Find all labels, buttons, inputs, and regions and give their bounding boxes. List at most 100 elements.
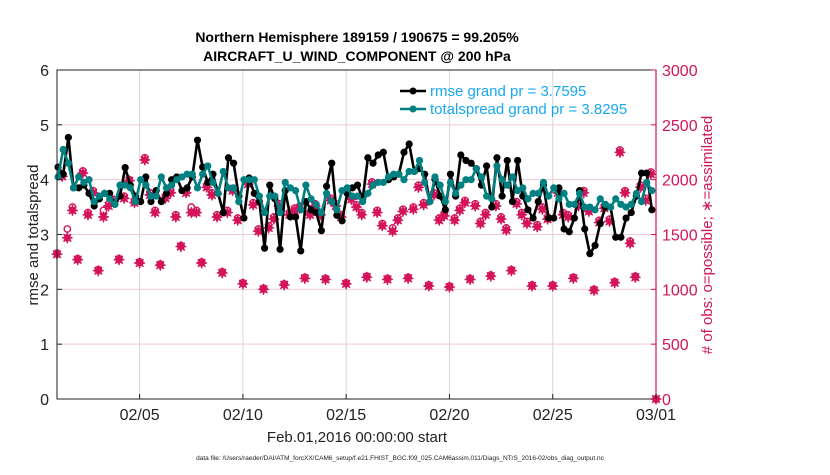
totalspread-point [188,170,196,178]
assimilated-obs-marker [402,272,414,284]
assimilated-obs-marker [211,211,223,223]
assimilated-obs-marker [92,265,104,277]
totalspread-point [364,189,372,197]
totalspread-point [276,208,284,217]
totalspread-point [544,192,553,200]
rmse-point [379,148,387,156]
rmse-point [565,228,573,236]
assimilated-obs-marker [340,278,352,290]
totalspread-point [555,195,563,203]
totalspread-point [328,198,336,206]
totalspread-point [379,178,387,187]
y-axis-right-label: # of obs: o=possible; ∗=assimilated [699,116,716,355]
totalspread-point [348,192,356,200]
rmse-point [637,169,646,177]
totalspread-point [235,198,243,206]
rmse-point [369,159,377,167]
y-left-tick-label: 3 [40,228,49,245]
y-left-tick-label: 6 [40,63,49,80]
assimilated-obs-marker [562,211,574,223]
assimilated-obs-marker [319,273,332,286]
totalspread-point [570,200,579,208]
rmse-point [457,151,465,159]
x-tick-label: 02/05 [120,407,160,424]
x-tick-label: 02/25 [533,407,573,424]
y-left-tick-label: 2 [40,282,49,299]
assimilated-obs-marker [97,211,110,223]
totalspread-point [75,173,83,181]
totalspread-point [250,176,258,184]
totalspread-point [539,178,548,187]
assimilated-obs-marker [278,279,290,291]
assimilated-obs-marker [614,146,626,158]
totalspread-point [126,184,134,192]
rmse-point [596,219,604,228]
assimilated-obs-marker [247,199,259,211]
totalspread-point [581,203,589,211]
totalspread-point [524,195,532,203]
totalspread-point [410,167,418,176]
totalspread-point [90,198,98,206]
assimilated-obs-marker [232,214,244,226]
totalspread-point [137,176,145,184]
assimilated-obs-marker [387,225,399,237]
assimilated-obs-marker [423,280,435,292]
totalspread-point [441,198,449,206]
rmse-point [121,164,129,172]
x-axis-label: Feb.01,2016 00:00:00 start [267,429,448,446]
y-axis-left-label: rmse and totalspread [25,165,42,306]
assimilated-obs-marker [443,281,455,293]
totalspread-point [343,184,351,192]
assimilated-obs-marker [139,154,151,166]
assimilated-obs-marker [500,224,512,236]
totalspread-point [493,162,501,170]
totalspread-point [271,192,279,200]
totalspread-point [59,145,67,154]
assimilated-obs-marker [438,210,450,222]
totalspread-point [54,173,62,181]
rmse-point [555,184,563,192]
totalspread-point [374,178,382,187]
rmse-point [524,206,532,214]
rmse-point [219,208,227,217]
rmse-point [617,233,625,241]
totalspread-point [245,176,253,184]
rmse-point [400,148,408,156]
totalspread-point [400,176,408,184]
assimilated-obs-marker [216,267,228,279]
rmse-point [322,182,331,190]
x-tick-label: 02/15 [326,407,366,424]
totalspread-point [322,189,331,197]
rmse-point [266,181,274,189]
x-tick-label: 02/20 [429,407,469,424]
rmse-point [503,156,511,165]
rmse-point [581,225,589,233]
totalspread-point [168,181,176,189]
totalspread-point [312,200,320,208]
totalspread-point [193,184,202,192]
totalspread-point [255,192,264,200]
assimilated-obs-marker [609,277,621,289]
assimilated-obs-marker [547,280,559,292]
rmse-point [643,169,651,177]
assimilated-obs-marker [407,203,419,215]
totalspread-point [472,165,480,173]
totalspread-point [421,178,429,187]
assimilated-obs-marker [531,221,543,233]
x-tick-label: 02/10 [223,407,263,424]
assimilated-obs-marker [149,207,161,219]
totalspread-point [637,198,646,206]
assimilated-obs-marker [454,204,466,216]
totalspread-point [508,173,517,181]
totalspread-point [405,167,413,176]
rmse-point [529,214,537,222]
totalspread-point [612,195,620,203]
totalspread-point [219,167,227,176]
rmse-point [514,156,522,165]
chart-title-line2: AIRCRAFT_U_WIND_COMPONENT @ 200 hPa [203,48,511,64]
totalspread-point [183,170,191,178]
y-right-tick-label: 3000 [662,63,698,80]
y-right-tick-label: 2500 [662,118,698,135]
legend-rmse-marker [409,87,417,95]
